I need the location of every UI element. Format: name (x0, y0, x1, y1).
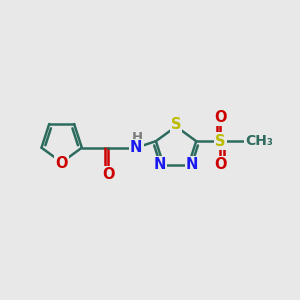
Text: O: O (56, 156, 68, 171)
Text: N: N (186, 158, 198, 172)
Text: S: S (171, 117, 181, 132)
Text: O: O (214, 110, 226, 125)
Text: CH₃: CH₃ (245, 134, 273, 148)
Text: N: N (154, 158, 166, 172)
Text: O: O (102, 167, 115, 182)
Text: H: H (132, 131, 143, 144)
Text: S: S (215, 134, 226, 149)
Text: N: N (130, 140, 142, 155)
Text: O: O (214, 157, 226, 172)
